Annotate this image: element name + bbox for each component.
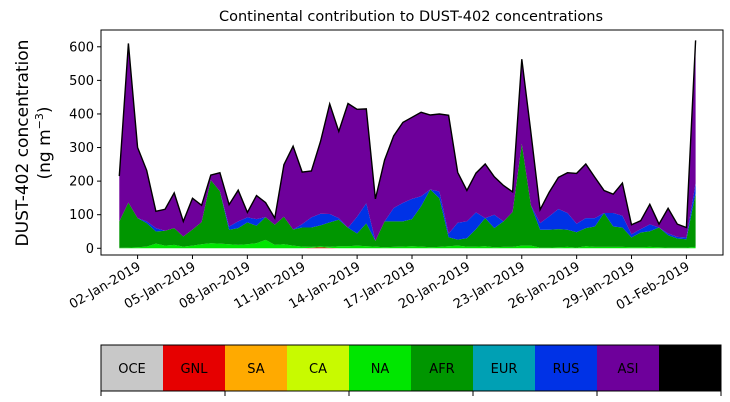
legend-swatch-sa xyxy=(225,345,288,391)
y-axis-label: DUST-402 concentration (ng m−3) xyxy=(13,40,55,247)
legend-swatch-aus xyxy=(659,345,722,391)
y-axis-unit-base: (ng m xyxy=(35,129,55,179)
legend-label-rus: RUS xyxy=(553,362,580,377)
y-axis-label-line2: (ng m−3) xyxy=(33,106,55,179)
total-line xyxy=(118,40,697,229)
legend-swatch-na xyxy=(349,345,412,391)
y-tick-label: 200 xyxy=(69,175,94,190)
area-rus xyxy=(119,143,696,241)
legend-swatch-eur xyxy=(473,345,536,391)
legend-label-oce: OCE xyxy=(118,362,146,377)
y-tick-label: 400 xyxy=(69,107,94,122)
legend-label-aus: AUS xyxy=(677,362,704,377)
x-ticks: 02-Jan-201905-Jan-201908-Jan-201911-Jan-… xyxy=(67,255,692,313)
y-tick-label: 0 xyxy=(86,242,94,257)
y-tick-label: 500 xyxy=(69,74,94,89)
legend-swatch-oce xyxy=(101,345,164,391)
y-axis-unit-exponent: −3 xyxy=(33,113,46,129)
colorbar-legend: OCE GNL SA CA NA AFR EUR RUS ASI AUS xyxy=(100,344,722,396)
plot-frame xyxy=(100,29,724,256)
legend-frame xyxy=(100,344,722,392)
y-tick-label: 300 xyxy=(69,141,94,156)
legend-label-eur: EUR xyxy=(491,362,518,377)
legend-label-sa: SA xyxy=(247,362,264,377)
legend-swatch-ca xyxy=(287,345,350,391)
legend-swatch-rus xyxy=(535,345,598,391)
legend-swatch-afr xyxy=(411,345,474,391)
y-tick-label: 100 xyxy=(69,208,94,223)
legend-label-afr: AFR xyxy=(429,362,454,377)
area-na xyxy=(119,239,696,249)
chart-title: Continental contribution to DUST-402 con… xyxy=(219,9,603,25)
y-axis-label-line1: DUST-402 concentration xyxy=(13,40,33,247)
legend-label-asi: ASI xyxy=(618,362,639,377)
legend-label-na: NA xyxy=(371,362,390,377)
legend-label-gnl: GNL xyxy=(180,362,208,377)
legend-label-ca: CA xyxy=(309,362,327,377)
legend-swatch-gnl xyxy=(163,345,226,391)
y-axis-unit-close: ) xyxy=(35,106,55,113)
legend-swatch-asi xyxy=(597,345,660,391)
y-ticks: 0 100 200 300 400 500 600 xyxy=(69,40,101,257)
y-tick-label: 600 xyxy=(69,40,94,55)
area-asi xyxy=(119,40,696,241)
area-afr xyxy=(119,143,696,248)
stacked-areas xyxy=(118,40,697,249)
